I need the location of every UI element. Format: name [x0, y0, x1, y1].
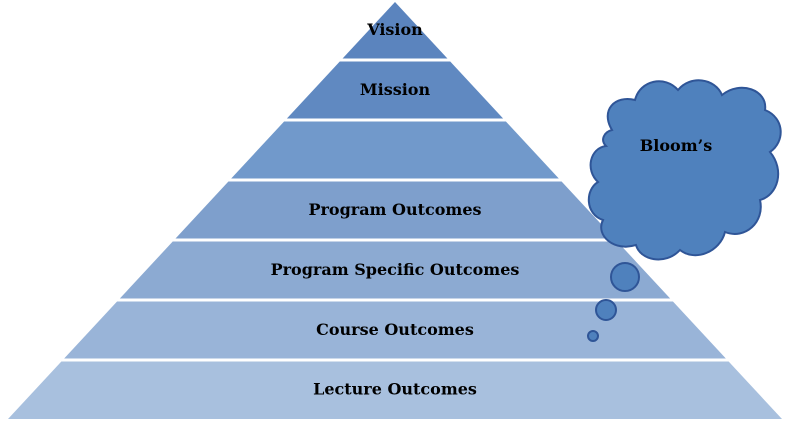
pyramid-layer-5 [119, 241, 671, 299]
thought-bubble-large [610, 262, 640, 292]
blooms-thought-cloud: Bloom’s [587, 79, 782, 342]
pyramid-layer-7 [8, 361, 782, 419]
pyramid-layer-2 [286, 61, 504, 119]
pyramid-layer-label-1: Vision [366, 20, 423, 39]
pyramid-layer-label-6: Course Outcomes [316, 320, 474, 339]
pyramid-layer-label-5: Program Specific Outcomes [271, 260, 520, 279]
pyramid-layer-6 [64, 301, 726, 359]
pyramid-layer-3 [231, 121, 559, 179]
thought-bubble-small [587, 330, 599, 342]
pyramid-layer-label-4: Program Outcomes [308, 200, 481, 219]
cloud-label: Bloom’s [640, 136, 712, 155]
thought-bubble-medium [595, 299, 617, 321]
pyramid-layer-label-7: Lecture Outcomes [313, 380, 477, 399]
pyramid-layers: Vision Mission Program Outcomes Program Spe… [8, 2, 782, 419]
pyramid-layer-1 [342, 2, 448, 59]
pyramid-layer-4 [175, 181, 615, 239]
pyramid-layer-label-2: Mission [360, 80, 431, 99]
cloud-shape [587, 79, 782, 261]
